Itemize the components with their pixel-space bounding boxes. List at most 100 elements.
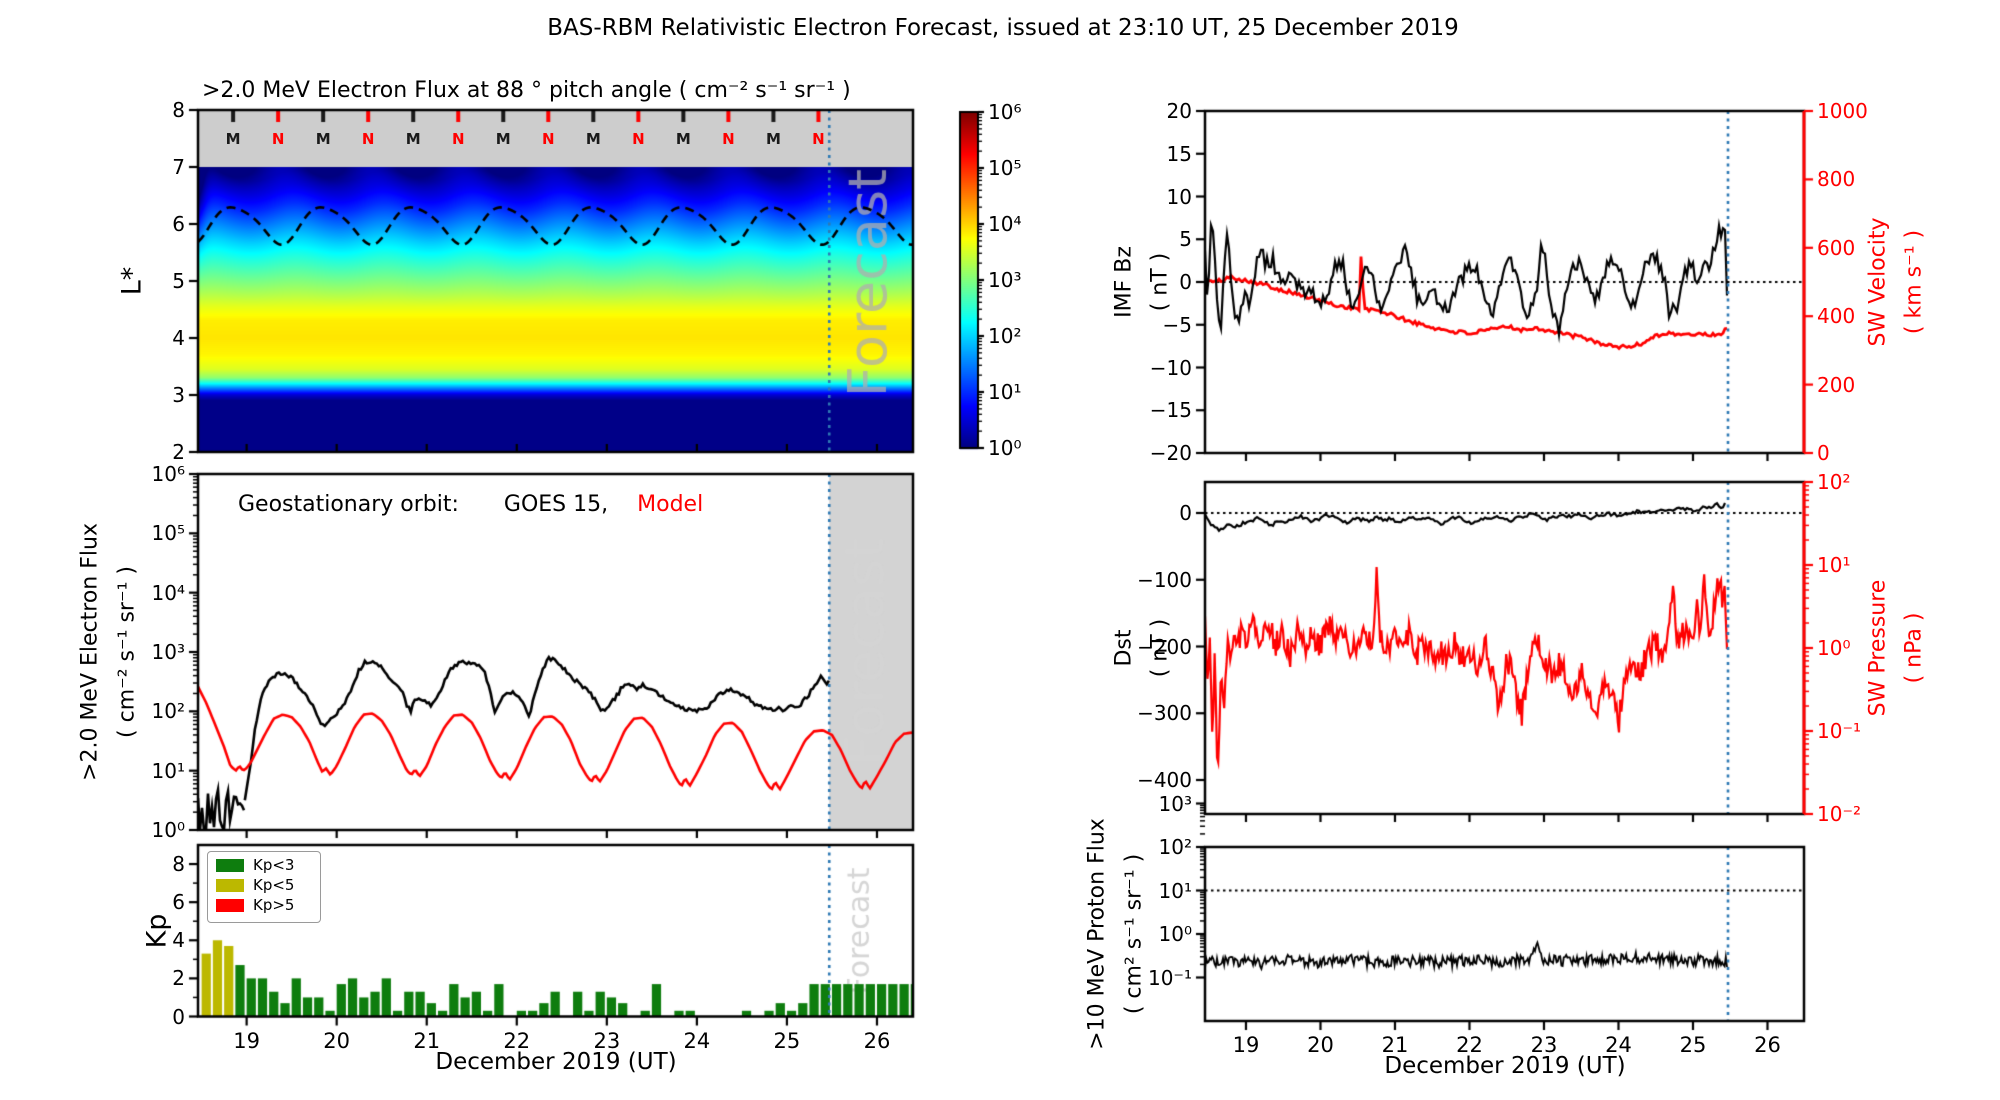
flux-ylabel-line2: ( cm⁻² s⁻¹ sr⁻¹ ) <box>114 566 140 738</box>
tick-label: 600 <box>1817 235 1856 260</box>
tick-label: 4 <box>172 928 185 953</box>
band-label-n: N <box>361 130 375 148</box>
tick-label: 10⁰ <box>1817 636 1851 660</box>
x-tick-label: 23 <box>1530 1033 1558 1057</box>
tick-label: 6 <box>172 890 185 915</box>
sw-velocity-label-line2: ( km s⁻¹ ) <box>1901 229 1927 335</box>
tick-label: 10¹ <box>1158 878 1192 903</box>
legend-label: Kp>5 <box>253 896 295 914</box>
legend-item-0: Kp<3 <box>216 858 312 873</box>
annotation-prefix: Geostationary orbit: <box>238 492 459 517</box>
heatmap-title: >2.0 MeV Electron Flux at 88 ° pitch ang… <box>202 78 851 103</box>
band-label-m: M <box>225 130 241 148</box>
x-tick-label: 23 <box>593 1028 621 1053</box>
band-label-m: M <box>675 130 691 148</box>
colorbar-tick-label: 10⁵ <box>988 156 1022 180</box>
proton-ylabel-line2: ( cm² s⁻¹ sr⁻¹ ) <box>1121 853 1147 1015</box>
tick-label: 10² <box>1158 835 1192 859</box>
tick-label: 7 <box>172 155 185 179</box>
band-label-m: M <box>495 130 511 148</box>
colorbar-tick-label: 10⁶ <box>988 100 1022 124</box>
tick-label: 200 <box>1817 372 1856 397</box>
tick-label: 2 <box>172 966 185 991</box>
x-tick-label: 22 <box>503 1028 531 1053</box>
tick-label: 3 <box>172 383 185 407</box>
tick-label: 10¹ <box>1817 553 1851 577</box>
tick-label: 10 <box>1166 184 1192 209</box>
tick-label: −15 <box>1149 398 1192 423</box>
geostationary-annotation: Geostationary orbit: GOES 15, Model <box>238 492 703 517</box>
x-tick-label: 25 <box>1679 1033 1707 1057</box>
imf-ylabel-line2: ( nT ) <box>1147 252 1173 312</box>
tick-label: 10⁻² <box>1817 802 1862 826</box>
tick-label: −10 <box>1149 355 1192 380</box>
tick-label: 10⁻¹ <box>1817 719 1862 743</box>
band-label-m: M <box>405 130 421 148</box>
band-label-n: N <box>722 130 735 148</box>
proton-ylabel-line1: >10 MeV Proton Flux <box>1084 818 1110 1050</box>
tick-label: −20 <box>1149 441 1192 465</box>
tick-label: 4 <box>172 326 185 350</box>
x-tick-label: 24 <box>1605 1033 1632 1057</box>
tick-label: 10² <box>1817 470 1851 494</box>
band-label-n: N <box>812 130 825 148</box>
x-tick-label: 20 <box>1307 1033 1334 1057</box>
legend-swatch <box>216 859 244 872</box>
annotation-model: Model <box>637 492 704 517</box>
tick-label: 0 <box>172 1004 185 1029</box>
tick-label: 10³ <box>1158 791 1192 816</box>
legend-item-1: Kp<5 <box>216 878 312 893</box>
tick-label: −300 <box>1137 701 1192 726</box>
tick-label: 5 <box>172 269 185 293</box>
xlabel-left: December 2019 (UT) <box>435 1049 677 1075</box>
sw-pressure-label-line2: ( nPa ) <box>1901 612 1927 684</box>
colorbar-tick-label: 10¹ <box>988 380 1022 404</box>
tick-label: 10⁵ <box>151 521 185 546</box>
band-label-n: N <box>271 130 285 148</box>
legend-swatch <box>216 899 244 912</box>
x-tick-label: 24 <box>683 1028 711 1053</box>
imf-ylabel-line1: IMF Bz <box>1111 246 1137 318</box>
x-tick-label: 19 <box>1232 1033 1260 1057</box>
x-tick-label: 25 <box>773 1028 801 1053</box>
kp-ylabel: Kp <box>141 913 173 949</box>
tick-label: 8 <box>172 852 185 877</box>
tick-label: 10⁻¹ <box>1147 965 1192 990</box>
band-label-m: M <box>315 130 331 148</box>
x-tick-label: 19 <box>233 1028 260 1053</box>
colorbar-tick-label: 10³ <box>988 268 1022 292</box>
tick-label: 8 <box>172 98 185 122</box>
colorbar-tick-label: 10⁰ <box>988 436 1022 460</box>
band-label-m: M <box>585 130 601 148</box>
tick-label: 10⁶ <box>151 462 185 486</box>
annotation-satellite: GOES 15, <box>503 492 609 517</box>
x-tick-label: 20 <box>323 1028 351 1053</box>
tick-label: 20 <box>1166 99 1192 123</box>
page-title: BAS-RBM Relativistic Electron Forecast, … <box>547 15 1459 41</box>
tick-label: 6 <box>172 212 185 236</box>
kp-legend: Kp<3 Kp<5 Kp>5 <box>207 851 321 923</box>
tick-label: 0 <box>1817 441 1830 465</box>
legend-item-2: Kp>5 <box>216 898 312 913</box>
tick-label: −5 <box>1162 312 1192 337</box>
tick-label: 0 <box>1179 501 1192 525</box>
xlabel-right: December 2019 (UT) <box>1384 1053 1626 1079</box>
legend-swatch <box>216 879 244 892</box>
tick-label: 1000 <box>1817 99 1868 123</box>
band-label-n: N <box>542 130 555 148</box>
flux-ylabel-line1: >2.0 MeV Electron Flux <box>77 523 103 781</box>
tick-label: 10¹ <box>151 758 185 783</box>
x-tick-label: 22 <box>1456 1033 1483 1057</box>
tick-label: 0 <box>1179 270 1192 294</box>
tick-label: 10² <box>151 699 185 724</box>
tick-label: 10⁰ <box>151 818 185 842</box>
tick-label: 15 <box>1166 141 1192 166</box>
x-tick-label: 21 <box>413 1028 441 1053</box>
heatmap-ylabel: L* <box>116 266 148 296</box>
tick-label: 2 <box>172 440 185 464</box>
tick-label: −200 <box>1137 634 1192 659</box>
sw-pressure-label-line1: SW Pressure <box>1865 579 1891 717</box>
tick-label: 400 <box>1817 304 1856 329</box>
